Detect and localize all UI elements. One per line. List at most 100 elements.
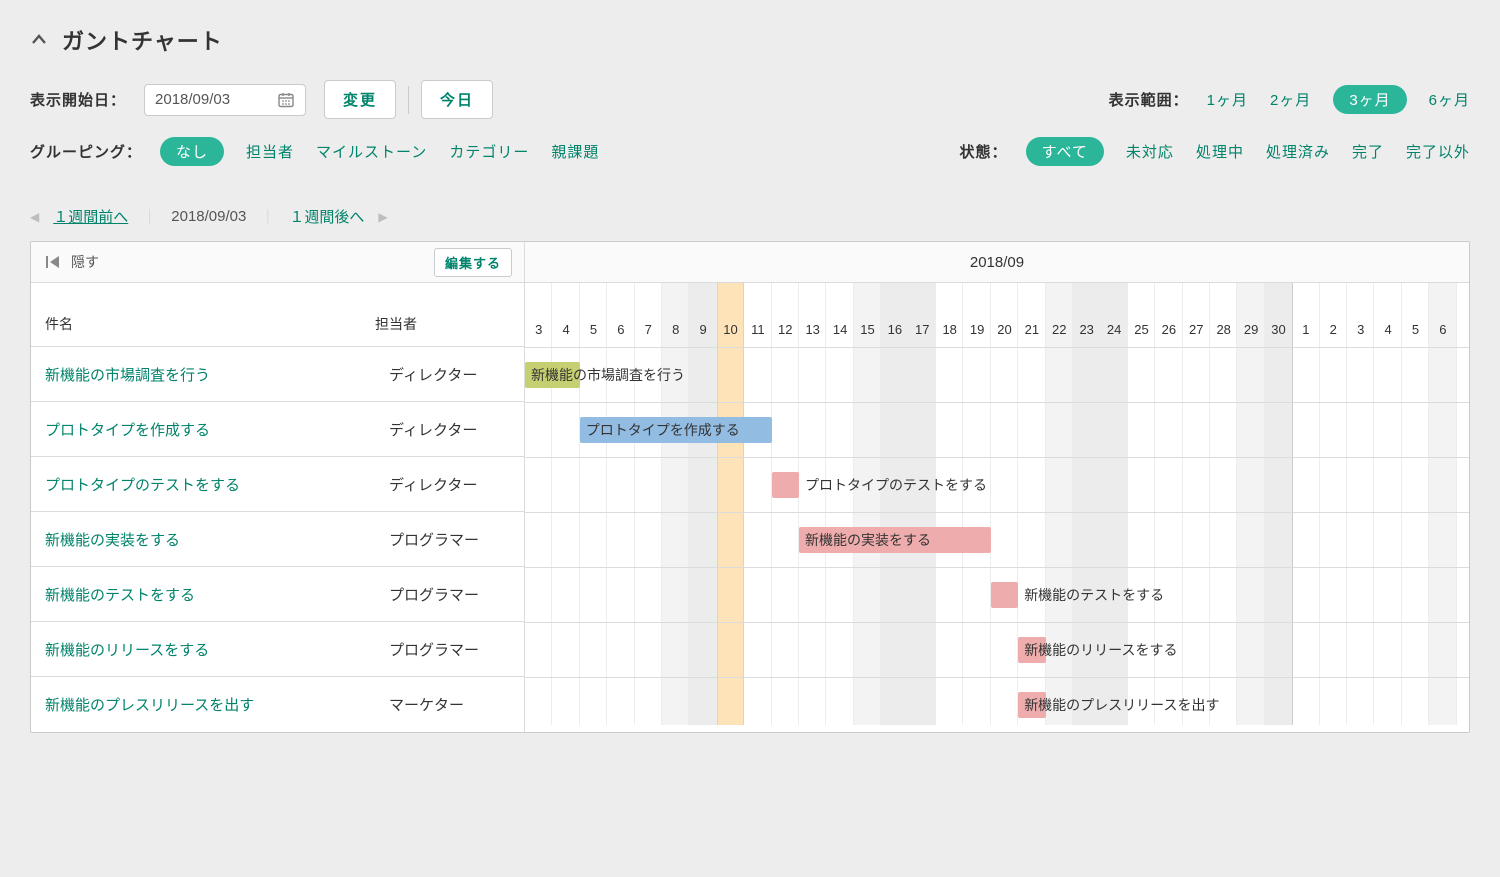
timeline-day-header: 29: [1237, 283, 1264, 347]
task-subject-link[interactable]: 新機能のテストをする: [45, 584, 195, 605]
gantt-chart: 隠す 編集する 2018/09 件名 担当者 新機能の市場調査を行うディレクター…: [30, 241, 1470, 733]
timeline-day-header: 17: [909, 283, 936, 347]
gantt-bar-label: 新機能の市場調査を行う: [525, 362, 685, 388]
timeline-day-header: 2: [1320, 283, 1347, 347]
prev-week-link[interactable]: １週間前へ: [53, 206, 128, 227]
scroll-to-start-icon[interactable]: [45, 254, 63, 270]
timeline-day-header: 30: [1265, 283, 1292, 347]
timeline-day-header: 6: [607, 283, 634, 347]
next-week-link[interactable]: １週間後へ: [289, 206, 364, 227]
start-date-value: 2018/09/03: [155, 91, 230, 108]
gantt-bar-label: 新機能のプレスリリースを出す: [1018, 692, 1219, 718]
range-option-1[interactable]: 2ヶ月: [1270, 89, 1311, 110]
range-label: 表示範囲：: [1109, 89, 1189, 110]
timeline-day-header: 22: [1046, 283, 1073, 347]
task-assignee: マーケター: [375, 677, 524, 731]
status-option-3[interactable]: 処理済み: [1266, 141, 1330, 162]
edit-button[interactable]: 編集する: [434, 248, 512, 277]
timeline-day-header: 10: [717, 283, 744, 347]
gantt-bar-label: プロトタイプのテストをする: [799, 472, 987, 498]
timeline-day-header: 9: [689, 283, 716, 347]
grouping-option-2[interactable]: マイルストーン: [316, 141, 427, 162]
timeline-row: 新機能のリリースをする: [525, 623, 1469, 678]
timeline-day-header: 24: [1100, 283, 1127, 347]
task-assignee: プログラマー: [375, 567, 524, 621]
collapse-section-icon[interactable]: [30, 31, 48, 49]
column-header-assignee: 担当者: [375, 314, 510, 334]
timeline-month-label: 2018/09: [525, 242, 1469, 282]
today-button[interactable]: 今日: [421, 80, 493, 119]
timeline-day-header: 23: [1073, 283, 1100, 347]
task-subject-link[interactable]: 新機能の市場調査を行う: [45, 364, 210, 385]
task-subject-link[interactable]: 新機能の実装をする: [45, 529, 180, 550]
timeline-day-header: 25: [1128, 283, 1155, 347]
timeline-day-header: 15: [854, 283, 881, 347]
timeline-day-header: 12: [772, 283, 799, 347]
grouping-option-4[interactable]: 親課題: [551, 141, 599, 162]
gantt-bar-label: 新機能の実装をする: [799, 527, 931, 553]
gantt-bar-label: プロトタイプを作成する: [580, 417, 740, 443]
prev-week-arrow-icon: ◀: [30, 210, 39, 224]
task-subject-link[interactable]: プロトタイプを作成する: [45, 419, 210, 440]
timeline-row: プロトタイプを作成する: [525, 403, 1469, 458]
next-week-arrow-icon: ▶: [378, 210, 387, 224]
status-option-4[interactable]: 完了: [1352, 141, 1384, 162]
status-option-0[interactable]: すべて: [1026, 137, 1104, 166]
timeline-row: プロトタイプのテストをする: [525, 458, 1469, 513]
start-date-label: 表示開始日：: [30, 89, 126, 110]
button-separator: [408, 86, 409, 114]
timeline-day-header: 28: [1210, 283, 1237, 347]
range-option-2[interactable]: 3ヶ月: [1333, 85, 1406, 114]
task-assignee: プログラマー: [375, 512, 524, 566]
timeline-day-header: 18: [936, 283, 963, 347]
grouping-option-0[interactable]: なし: [160, 137, 224, 166]
timeline-day-header: 3: [1347, 283, 1374, 347]
timeline-day-header: 5: [1402, 283, 1429, 347]
calendar-icon: [277, 91, 295, 109]
timeline-row: 新機能の市場調査を行う: [525, 348, 1469, 403]
grouping-option-1[interactable]: 担当者: [246, 141, 294, 162]
task-subject-link[interactable]: 新機能のプレスリリースを出す: [45, 694, 254, 715]
task-assignee: ディレクター: [375, 347, 524, 401]
gantt-bar-label: 新機能のリリースをする: [1018, 637, 1177, 663]
timeline-day-header: 8: [662, 283, 689, 347]
timeline-day-header: 4: [1374, 283, 1401, 347]
timeline-row: 新機能の実装をする: [525, 513, 1469, 568]
status-option-1[interactable]: 未対応: [1126, 141, 1174, 162]
timeline-day-header: 4: [552, 283, 579, 347]
status-options: すべて 未対応 処理中 処理済み 完了 完了以外: [1026, 137, 1470, 166]
range-option-3[interactable]: 6ヶ月: [1429, 89, 1470, 110]
status-label: 状態：: [960, 141, 1008, 162]
task-subject-link[interactable]: 新機能のリリースをする: [45, 639, 209, 660]
task-assignee: プログラマー: [375, 622, 524, 676]
gantt-bar[interactable]: [772, 472, 799, 498]
gantt-bar-label: 新機能のテストをする: [1018, 582, 1164, 608]
timeline-day-header: 7: [635, 283, 662, 347]
grouping-option-3[interactable]: カテゴリー: [449, 141, 529, 162]
status-option-5[interactable]: 完了以外: [1406, 141, 1470, 162]
start-date-input[interactable]: 2018/09/03: [144, 84, 306, 116]
week-nav-date: 2018/09/03: [171, 208, 246, 225]
hide-left-pane-label[interactable]: 隠す: [71, 252, 99, 272]
grouping-options: なし 担当者 マイルストーン カテゴリー 親課題: [160, 137, 599, 166]
range-options: 1ヶ月 2ヶ月 3ヶ月 6ヶ月: [1207, 85, 1470, 114]
timeline-row: 新機能のプレスリリースを出す: [525, 678, 1469, 732]
timeline-day-header: 14: [826, 283, 853, 347]
status-option-2[interactable]: 処理中: [1196, 141, 1244, 162]
timeline-day-header: 26: [1155, 283, 1182, 347]
timeline-day-header: 16: [881, 283, 908, 347]
page-title: ガントチャート: [62, 24, 223, 56]
timeline-day-header: 13: [799, 283, 826, 347]
range-option-0[interactable]: 1ヶ月: [1207, 89, 1248, 110]
gantt-bar[interactable]: [991, 582, 1018, 608]
column-header-subject: 件名: [45, 314, 375, 334]
grouping-label: グルーピング：: [30, 141, 142, 162]
task-assignee: ディレクター: [375, 402, 524, 456]
timeline-day-header: 6: [1429, 283, 1456, 347]
timeline-day-header: 21: [1018, 283, 1045, 347]
task-assignee: ディレクター: [375, 457, 524, 511]
timeline-day-header: 20: [991, 283, 1018, 347]
task-subject-link[interactable]: プロトタイプのテストをする: [45, 474, 240, 495]
timeline-day-header: 11: [744, 283, 771, 347]
change-button[interactable]: 変更: [324, 80, 396, 119]
